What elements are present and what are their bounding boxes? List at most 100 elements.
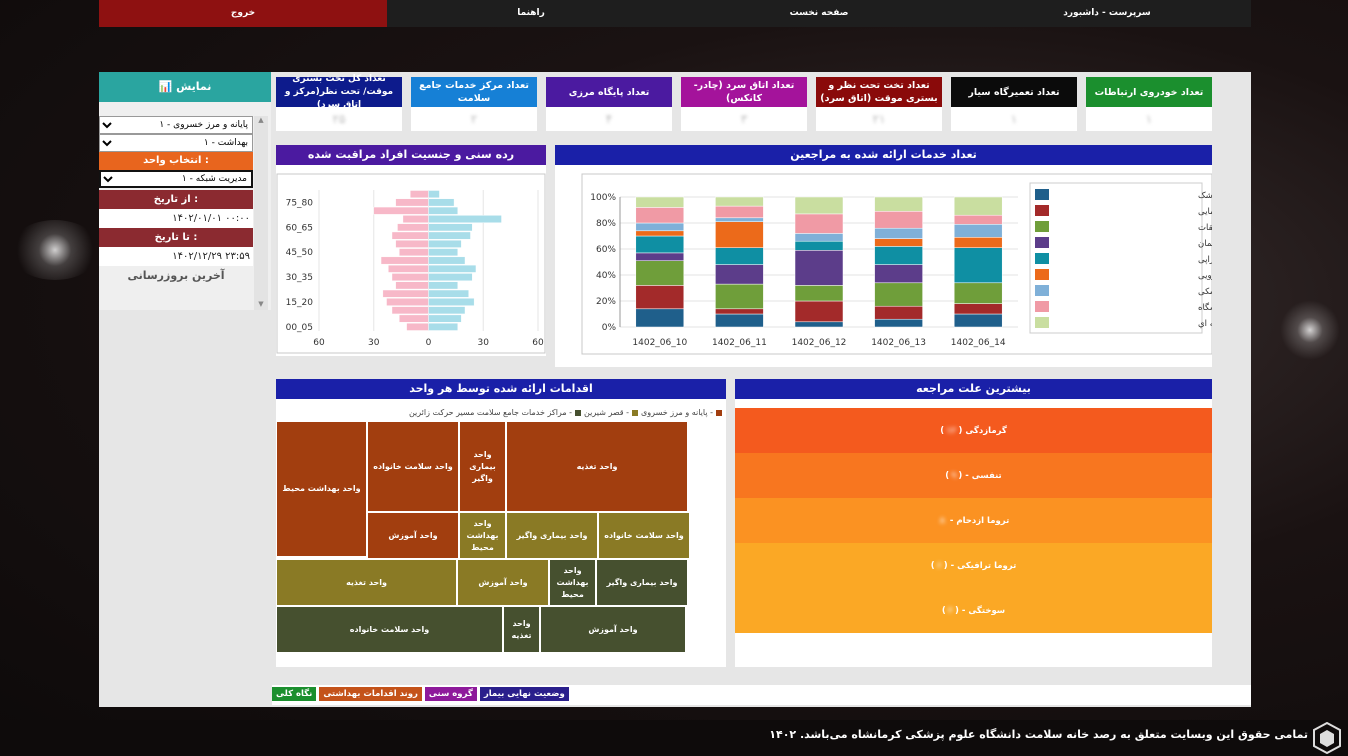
treemap-cell[interactable]: واحد سلامت خانواده [276, 606, 503, 653]
pyramid-bar[interactable] [428, 281, 458, 290]
bar-segment[interactable] [715, 217, 764, 222]
treemap-cell[interactable]: واحد آموزش [457, 559, 549, 606]
bar-segment[interactable] [874, 211, 923, 229]
bar-segment[interactable] [635, 285, 685, 310]
pyramid-bar[interactable] [395, 198, 429, 207]
pyramid-bar[interactable] [399, 314, 429, 323]
bar-segment[interactable] [635, 252, 685, 261]
bar-segment[interactable] [794, 285, 844, 302]
treemap-cell[interactable]: واحد بهداشت محیط [459, 512, 506, 559]
bar-segment[interactable] [715, 283, 764, 310]
pyramid-bar[interactable] [428, 223, 473, 232]
pyramid-bar[interactable] [386, 298, 429, 306]
treemap-cell[interactable]: واحد بیماری واگیر [596, 559, 688, 606]
pyramid-bar[interactable] [428, 273, 473, 281]
tab-age-group[interactable]: گروه سنی [424, 687, 477, 701]
pyramid-bar[interactable] [428, 298, 475, 306]
bar-segment[interactable] [953, 247, 1003, 284]
bar-segment[interactable] [953, 214, 1003, 225]
treemap-cell[interactable]: واحد آموزش [540, 606, 686, 653]
treemap-cell[interactable]: واحد آموزش [367, 512, 459, 559]
bar-segment[interactable] [635, 308, 685, 328]
reason-bar[interactable]: تنفسی - (۹) [735, 453, 1212, 498]
treemap-cell[interactable]: واحد بهداشت محیط [276, 421, 367, 557]
pyramid-bar[interactable] [428, 215, 502, 223]
exit-button[interactable]: خروج [99, 0, 387, 27]
nav-home[interactable]: صفحه نخست [789, 8, 849, 18]
from-date-input[interactable]: ۱۴۰۲/۰۱/۰۱ ۰۰:۰۰ [99, 209, 253, 228]
bar-segment[interactable] [715, 264, 764, 285]
pyramid-bar[interactable] [428, 256, 466, 265]
bar-segment[interactable] [715, 313, 764, 328]
tab-health-trend[interactable]: روند اقدامات بهداشتی [319, 687, 422, 701]
bar-segment[interactable] [794, 233, 844, 242]
treemap-cell[interactable]: واحد بیماری واگیر [506, 512, 598, 559]
reason-bar[interactable]: تروما ازدحام - ۸ [735, 498, 1212, 543]
bar-segment[interactable] [953, 313, 1003, 328]
bar-segment[interactable] [794, 240, 844, 251]
treemap-cell[interactable]: واحد سلامت خانواده [598, 512, 690, 559]
pyramid-bar[interactable] [428, 198, 455, 207]
bar-segment[interactable] [635, 260, 685, 286]
bar-segment[interactable] [953, 282, 1003, 304]
treemap-cell[interactable]: واحد تغذیه [276, 559, 457, 606]
tab-patient-status[interactable]: وضعیت نهایی بیمار [479, 687, 569, 701]
pyramid-bar[interactable] [428, 206, 458, 215]
region-select[interactable]: پایانه و مرز خسروی - ۱ [99, 116, 253, 134]
pyramid-bar[interactable] [397, 223, 429, 232]
department-select[interactable]: بهداشت - ۱ [99, 134, 253, 152]
pyramid-bar[interactable] [428, 240, 462, 248]
bar-segment[interactable] [794, 250, 844, 286]
nav-dashboard[interactable]: سرپرست - داشبورد [1063, 8, 1151, 18]
pyramid-bar[interactable] [380, 256, 429, 265]
treemap-cell[interactable]: واحد بهداشت محیط [549, 559, 596, 606]
tab-overview[interactable]: نگاه کلی [272, 687, 317, 701]
bar-segment[interactable] [635, 235, 685, 254]
treemap-cell[interactable]: واحد تغذیه [506, 421, 688, 512]
pyramid-bar[interactable] [402, 215, 429, 223]
pyramid-bar[interactable] [428, 264, 477, 273]
pyramid-bar[interactable] [428, 190, 440, 198]
bar-segment[interactable] [874, 227, 923, 239]
pyramid-bar[interactable] [406, 323, 429, 331]
pyramid-bar[interactable] [399, 248, 429, 257]
scroll-up-icon[interactable]: ▲ [258, 116, 264, 124]
pyramid-bar[interactable] [391, 231, 429, 240]
bar-segment[interactable] [874, 264, 923, 284]
bar-segment[interactable] [874, 305, 923, 320]
bar-segment[interactable] [715, 308, 764, 315]
bar-segment[interactable] [953, 224, 1003, 238]
treemap-cell[interactable]: واحد بیماری واگیر [459, 421, 506, 512]
pyramid-bar[interactable] [382, 289, 429, 298]
bar-segment[interactable] [874, 246, 923, 265]
reason-bar[interactable]: سوختگی - (۴) [735, 588, 1212, 633]
bar-segment[interactable] [794, 213, 844, 234]
bar-segment[interactable] [794, 321, 844, 328]
pyramid-bar[interactable] [428, 248, 458, 257]
pyramid-bar[interactable] [428, 323, 458, 331]
pyramid-bar[interactable] [391, 273, 429, 281]
sidebar-scrollbar[interactable]: ▲ ▼ [254, 116, 268, 310]
unit-select[interactable]: مدیریت شبکه - ۱ [99, 170, 253, 188]
nav-help[interactable]: راهنما [517, 8, 545, 18]
bar-segment[interactable] [635, 207, 685, 224]
pyramid-bar[interactable] [388, 264, 429, 273]
pyramid-bar[interactable] [373, 206, 429, 215]
pyramid-bar[interactable] [395, 240, 429, 248]
bar-segment[interactable] [715, 247, 764, 265]
bar-segment[interactable] [715, 196, 764, 207]
pyramid-bar[interactable] [410, 190, 429, 198]
bar-segment[interactable] [874, 238, 923, 247]
pyramid-bar[interactable] [428, 314, 462, 323]
bar-segment[interactable] [715, 205, 764, 219]
bar-segment[interactable] [874, 196, 923, 212]
bar-segment[interactable] [953, 237, 1003, 248]
bar-segment[interactable] [953, 196, 1003, 216]
reason-bar[interactable]: تروما ترافیکی - (۶) [735, 543, 1212, 588]
pyramid-bar[interactable] [428, 289, 469, 298]
show-button[interactable]: 📊 نمایش [99, 72, 271, 102]
bar-segment[interactable] [635, 222, 685, 232]
bar-segment[interactable] [874, 318, 923, 328]
treemap-cell[interactable]: واحد تغذیه [503, 606, 540, 653]
bar-segment[interactable] [794, 300, 844, 323]
